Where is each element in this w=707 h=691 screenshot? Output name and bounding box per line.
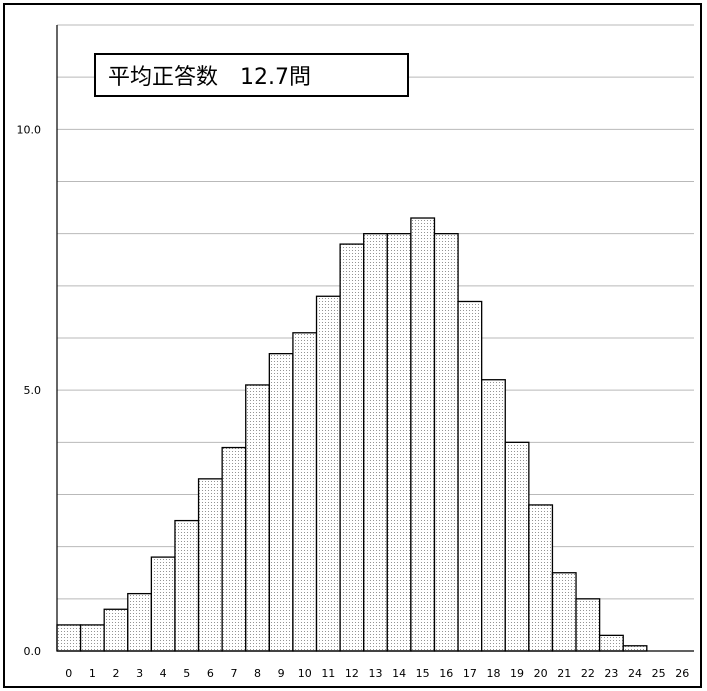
y-tick-label: 5.0 bbox=[24, 384, 42, 397]
bar-8 bbox=[245, 384, 270, 652]
x-tick-label-2: 2 bbox=[112, 667, 119, 680]
x-tick-label-3: 3 bbox=[136, 667, 143, 680]
x-tick-label-25: 25 bbox=[652, 667, 666, 680]
x-tick-label-26: 26 bbox=[675, 667, 689, 680]
x-tick-label-16: 16 bbox=[439, 667, 453, 680]
mean-annotation-box bbox=[94, 53, 409, 97]
x-tick-label-4: 4 bbox=[160, 667, 167, 680]
x-tick-label-18: 18 bbox=[486, 667, 500, 680]
bar-21 bbox=[551, 572, 577, 652]
bar-12 bbox=[339, 243, 365, 652]
mean-annotation-text: 平均正答数 12.7問 bbox=[108, 65, 311, 90]
bar-18 bbox=[481, 379, 506, 652]
y-tick-labels: 0.0 5.0 10.0 bbox=[17, 123, 42, 658]
x-tick-label-9: 9 bbox=[278, 667, 285, 680]
x-tick-label-17: 17 bbox=[463, 667, 477, 680]
bar-22 bbox=[575, 598, 601, 652]
bar-15 bbox=[410, 217, 436, 652]
bar-3 bbox=[127, 592, 153, 652]
bars bbox=[56, 217, 648, 652]
x-tick-label-24: 24 bbox=[628, 667, 642, 680]
bar-2 bbox=[103, 608, 129, 652]
bar-19 bbox=[504, 441, 530, 652]
bar-11 bbox=[315, 295, 341, 652]
x-tick-label-1: 1 bbox=[89, 667, 96, 680]
x-tick-label-11: 11 bbox=[321, 667, 335, 680]
x-tick-label-23: 23 bbox=[604, 667, 618, 680]
bar-17 bbox=[457, 300, 483, 652]
bar-9 bbox=[268, 352, 294, 652]
bar-5 bbox=[174, 519, 200, 652]
x-tick-label-20: 20 bbox=[534, 667, 548, 680]
x-tick-label-14: 14 bbox=[392, 667, 406, 680]
bar-1 bbox=[79, 624, 105, 652]
mean-annotation: 平均正答数 12.7問 bbox=[94, 53, 409, 97]
bar-7 bbox=[221, 446, 247, 652]
x-tick-labels: 0 1 2 3 4 5 6 7 8 9 10 11 12 13 14 15 16 17 18 19 20 21 22 23 24… bbox=[65, 667, 689, 680]
axes bbox=[56, 25, 694, 652]
y-tick-label: 0.0 bbox=[24, 645, 42, 658]
x-tick-label-19: 19 bbox=[510, 667, 524, 680]
x-tick-label-12: 12 bbox=[345, 667, 359, 680]
bar-4 bbox=[150, 556, 176, 652]
y-tick-label: 10.0 bbox=[17, 123, 42, 136]
bar-20 bbox=[528, 504, 554, 652]
x-tick-label-0: 0 bbox=[65, 667, 72, 680]
x-tick-label-15: 15 bbox=[416, 667, 430, 680]
bar-10 bbox=[292, 332, 318, 652]
x-tick-label-7: 7 bbox=[230, 667, 237, 680]
x-tick-label-8: 8 bbox=[254, 667, 261, 680]
bar-13 bbox=[363, 233, 388, 652]
x-tick-label-6: 6 bbox=[207, 667, 214, 680]
x-tick-label-22: 22 bbox=[581, 667, 595, 680]
bar-23 bbox=[598, 634, 624, 652]
bar-16 bbox=[433, 233, 459, 652]
bar-6 bbox=[197, 478, 223, 652]
x-tick-label-21: 21 bbox=[557, 667, 571, 680]
bar-24 bbox=[622, 645, 648, 652]
bar-14 bbox=[386, 233, 412, 652]
x-tick-label-13: 13 bbox=[369, 667, 383, 680]
x-tick-label-10: 10 bbox=[298, 667, 312, 680]
bar-0 bbox=[56, 624, 82, 652]
x-tick-label-5: 5 bbox=[183, 667, 190, 680]
